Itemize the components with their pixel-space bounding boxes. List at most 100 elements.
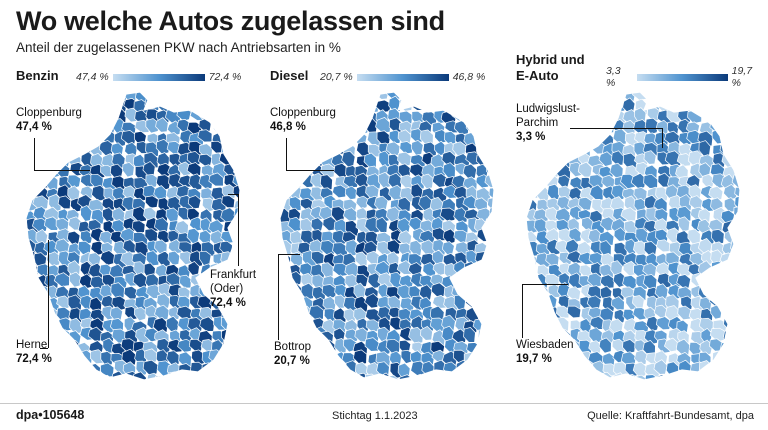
district-cell	[756, 153, 764, 170]
district-cell	[411, 139, 424, 157]
district-cell	[43, 216, 60, 231]
district-cell	[722, 130, 738, 145]
district-cell	[462, 195, 478, 209]
district-cell	[123, 285, 139, 300]
district-cell	[475, 361, 489, 379]
district-cell	[463, 97, 479, 114]
country-outline	[25, 91, 241, 381]
callout-wiesbaden: Wiesbaden 19,7 %	[516, 339, 574, 365]
district-cell	[134, 306, 147, 322]
district-cell	[580, 92, 595, 100]
district-cell	[745, 122, 758, 136]
district-cell	[622, 339, 636, 354]
district-cell	[442, 92, 456, 103]
district-cell	[46, 251, 62, 267]
district-cell	[721, 372, 737, 380]
district-cell	[255, 328, 264, 343]
district-cell	[474, 284, 490, 299]
district-cell	[514, 297, 525, 313]
district-cell	[353, 97, 369, 112]
district-cell	[53, 272, 71, 287]
district-cell	[287, 154, 301, 170]
germany-map-diesel	[279, 91, 513, 393]
district-cell	[477, 108, 491, 123]
district-cell	[499, 352, 513, 367]
district-cell	[120, 130, 137, 145]
district-cell	[742, 110, 755, 126]
district-cell	[733, 285, 740, 301]
district-cell	[578, 196, 593, 211]
district-cell	[26, 284, 41, 300]
district-cell	[653, 359, 668, 375]
legend-gradient-bar	[112, 73, 205, 81]
callout-bottrop: Bottrop 20,7 %	[274, 341, 312, 367]
district-cell	[79, 185, 94, 199]
district-cell	[489, 383, 502, 393]
district-cell	[543, 152, 558, 170]
district-cell	[80, 204, 93, 222]
district-cell	[26, 152, 29, 168]
district-cell	[257, 99, 264, 112]
district-cell	[754, 384, 764, 394]
district-cell	[464, 108, 478, 125]
district-cell	[755, 99, 765, 113]
district-cell	[343, 127, 358, 145]
district-cell	[655, 316, 672, 331]
district-cell	[488, 371, 494, 380]
district-cell	[45, 373, 59, 380]
district-cell	[254, 385, 264, 393]
district-cell	[676, 263, 692, 278]
district-cell	[496, 97, 508, 112]
district-cell	[26, 272, 39, 289]
district-cell	[26, 174, 27, 191]
district-cell	[599, 106, 614, 122]
district-cell	[57, 329, 72, 344]
district-cell	[677, 384, 692, 393]
district-cell	[744, 161, 757, 176]
district-cell	[611, 184, 626, 202]
district-cell	[526, 295, 538, 311]
district-cell	[310, 384, 322, 393]
district-cell	[201, 384, 212, 393]
district-cell	[189, 216, 204, 232]
district-cell	[33, 152, 47, 166]
district-cell	[214, 386, 226, 393]
district-cell	[722, 284, 736, 299]
district-cell	[233, 229, 240, 243]
district-cell	[59, 360, 74, 377]
district-cell	[731, 263, 740, 281]
district-cell	[653, 92, 669, 103]
district-cell	[526, 92, 530, 104]
district-cell	[146, 372, 160, 380]
district-cell	[611, 384, 625, 393]
district-cell	[485, 141, 494, 156]
district-cell	[14, 273, 25, 290]
district-cell	[26, 197, 27, 214]
district-cell	[220, 251, 234, 268]
district-cell	[280, 219, 281, 236]
district-cell	[451, 174, 467, 190]
district-cell	[102, 99, 115, 116]
district-cell	[199, 250, 212, 267]
district-cell	[244, 340, 259, 355]
district-cell	[624, 385, 637, 393]
district-cell	[499, 330, 511, 344]
district-cell	[310, 351, 325, 369]
district-cell	[280, 297, 292, 311]
district-cell	[280, 318, 293, 334]
district-cell	[242, 354, 256, 367]
district-cell	[647, 383, 659, 393]
panel-label-diesel: Diesel	[270, 68, 309, 83]
district-cell	[587, 285, 603, 300]
district-cell	[123, 383, 136, 393]
district-cell	[56, 352, 72, 370]
district-cell	[477, 274, 491, 292]
district-cell	[557, 385, 572, 393]
district-cell	[355, 195, 369, 210]
district-cell	[254, 154, 264, 168]
panel-label-benzin: Benzin	[16, 68, 59, 83]
district-cell	[496, 189, 510, 202]
district-cell	[656, 239, 671, 253]
district-cell	[544, 371, 559, 380]
district-cell	[244, 373, 256, 389]
